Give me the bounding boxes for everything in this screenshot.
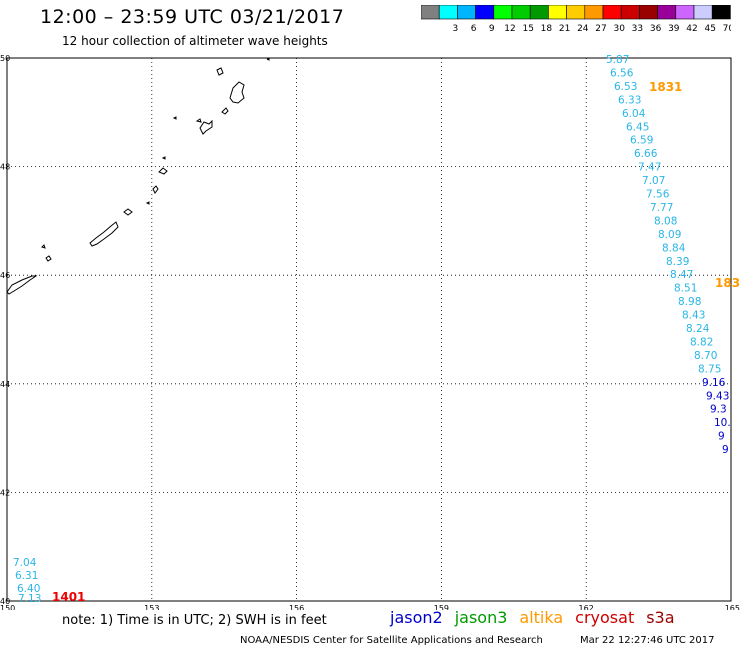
lon-tick-label: 156 (289, 604, 304, 610)
wave-height-label: 10. (714, 417, 731, 429)
colorbar-label: 9 (489, 24, 495, 34)
coastline-island (152, 185, 159, 194)
wave-height-label: 6.33 (618, 94, 641, 106)
colorbar-label: 3 (453, 24, 459, 34)
wave-height-label: 7.04 (13, 557, 37, 569)
wave-height-label: 7.77 (650, 202, 673, 214)
lon-tick-label: 165 (725, 604, 740, 610)
lon-tick-label: 153 (144, 604, 159, 610)
lat-tick-label: 40 (0, 597, 10, 606)
colorbar-label: 27 (595, 24, 606, 34)
coastline-island (6, 275, 38, 295)
satellite-s3a: s3a (646, 608, 675, 627)
wave-height-label: 8.09 (658, 229, 681, 241)
lat-tick-label: 44 (0, 380, 10, 389)
colorbar-label: 12 (504, 24, 515, 34)
coastline-island (195, 118, 202, 123)
coastline-island (161, 156, 166, 160)
wave-height-label: 9.3 (710, 404, 727, 416)
colorbar-label: 70 (723, 24, 731, 34)
lon-tick-label: 150 (0, 604, 15, 610)
satellite-altika: altika (519, 608, 564, 627)
wave-height-label: 7.47 (638, 162, 661, 174)
wave-height-label: 8.47 (670, 269, 693, 281)
color-legend: 36912151821242730333639424570(ft) (421, 5, 731, 34)
wave-height-label: 8.98 (678, 296, 701, 308)
coastline-island (221, 107, 229, 115)
coastline-island (123, 208, 133, 216)
wave-height-label: 7.56 (646, 189, 670, 201)
colorbar-label: 15 (522, 24, 533, 34)
satellite-legend: jason2 jason3 altika cryosat s3a (390, 608, 687, 627)
lon-tick-label: 159 (434, 604, 449, 610)
wave-height-label: 8.84 (662, 242, 686, 254)
coastline-island (158, 167, 168, 175)
wave-height-label: 9 (722, 444, 729, 456)
wave-height-label: 8.70 (694, 350, 717, 362)
satellite-jason2: jason2 (390, 608, 443, 627)
generated-timestamp: Mar 22 12:27:46 UTC 2017 (580, 635, 715, 646)
colorbar-label: 42 (686, 24, 697, 34)
colorbar-label: 21 (559, 24, 570, 34)
coastline-island (45, 255, 52, 262)
wave-height-label: 8.39 (666, 256, 689, 268)
wave-height-label: 8.08 (654, 215, 677, 227)
wave-height-label: 6.53 (614, 81, 637, 93)
page-title: 12:00 – 23:59 UTC 03/21/2017 (40, 6, 345, 28)
colorbar-label: 6 (471, 24, 477, 34)
wave-height-label: 8.24 (686, 323, 710, 335)
wave-height-label: 8.51 (674, 283, 697, 295)
wave-height-label: 6.40 (17, 583, 40, 595)
track-time-label: 1401 (52, 590, 85, 604)
coastline-island (216, 67, 224, 76)
colorbar-label: 30 (613, 24, 625, 34)
colorbar-label: 18 (541, 24, 553, 34)
lat-tick-label: 50 (0, 54, 10, 63)
colorbar-label: 45 (704, 24, 715, 34)
colorbar-label: 36 (650, 24, 662, 34)
wave-height-label: 6.66 (634, 148, 658, 160)
satellite-cryosat: cryosat (575, 608, 635, 627)
wave-height-label: 8.82 (690, 336, 713, 348)
lat-tick-label: 42 (0, 488, 10, 497)
lat-tick-label: 48 (0, 163, 10, 172)
track-time-label: 183 (715, 276, 740, 290)
wave-height-label: 8.43 (682, 310, 705, 322)
colorbar-label: 33 (632, 24, 643, 34)
coastline-island (199, 119, 213, 135)
wave-height-label: 7.07 (642, 175, 665, 187)
wave-height-label: 6.04 (622, 108, 646, 120)
footnote: note: 1) Time is in UTC; 2) SWH is in fe… (62, 613, 327, 628)
wave-height-label: 5.87 (606, 54, 629, 66)
coastline-island (229, 81, 245, 104)
lat-tick-label: 46 (0, 271, 10, 280)
wave-height-label: 9.16 (702, 377, 726, 389)
coastline-island (41, 244, 46, 249)
colorbar-label: 39 (668, 24, 680, 34)
wave-height-label: 7.13 (18, 593, 41, 605)
satellite-jason3: jason3 (454, 608, 508, 627)
coastline-island (172, 116, 177, 120)
track-time-label: 1831 (649, 80, 682, 94)
map-frame (6, 57, 732, 602)
wave-height-label: 6.45 (626, 121, 649, 133)
colorbar-swatch (711, 5, 731, 20)
wave-height-label: 8.75 (698, 363, 721, 375)
wave-height-label: 6.56 (610, 67, 634, 79)
credit-line: NOAA/NESDIS Center for Satellite Applica… (240, 635, 543, 646)
wave-height-label: 9.43 (706, 390, 729, 402)
lon-tick-label: 162 (579, 604, 594, 610)
coastline-island (89, 221, 119, 247)
coastline-island (266, 58, 270, 61)
wave-height-label: 6.59 (630, 135, 653, 147)
colorbar-label: 24 (577, 24, 589, 34)
wave-height-label: 9 (718, 431, 725, 443)
wave-height-label: 6.31 (15, 570, 38, 582)
page-subtitle: 12 hour collection of altimeter wave hei… (62, 34, 328, 48)
coastline-island (145, 201, 150, 205)
